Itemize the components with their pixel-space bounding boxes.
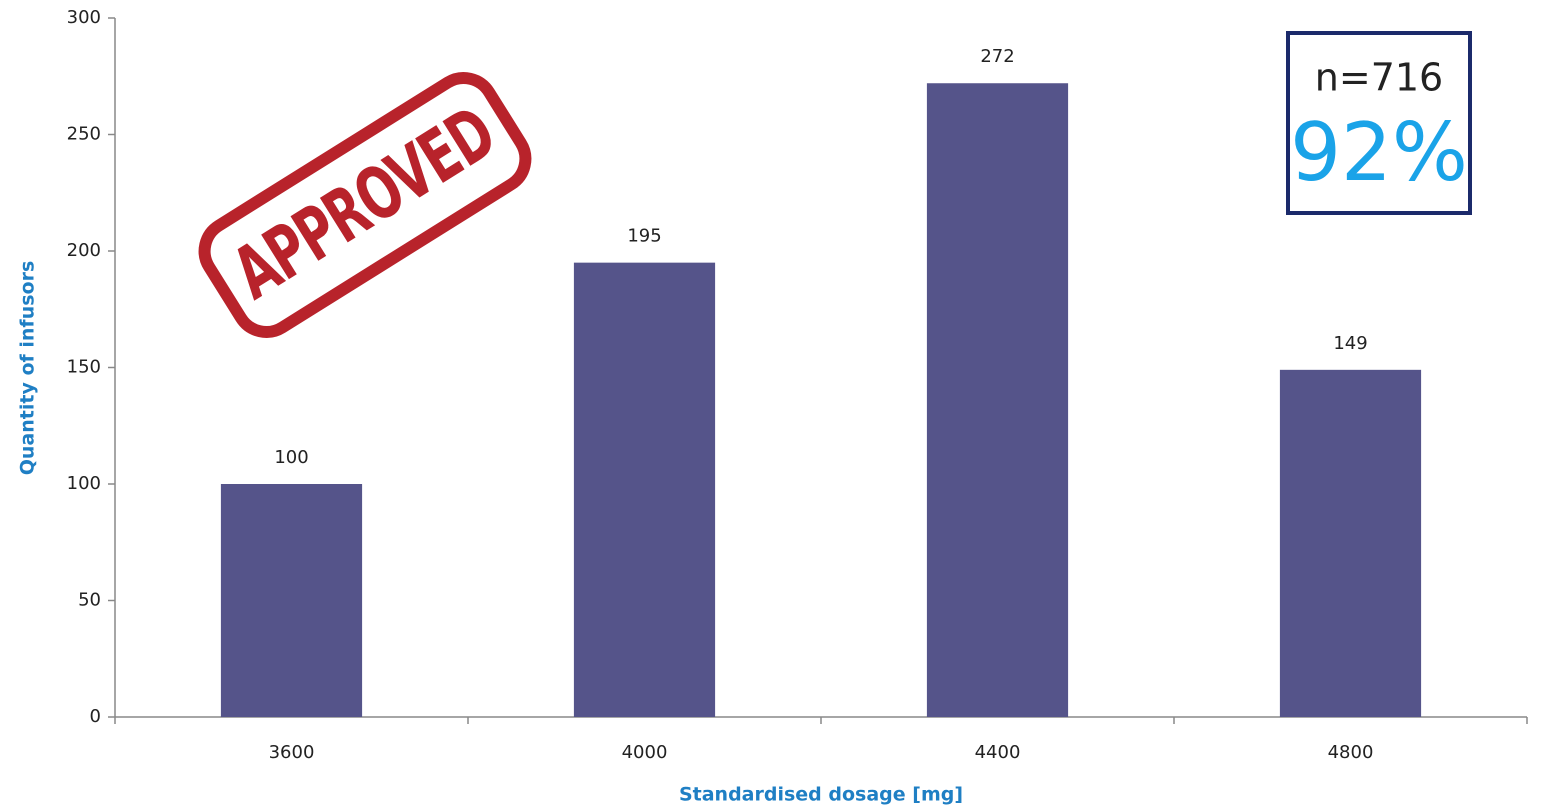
x-tick-label: 3600 bbox=[269, 742, 315, 763]
y-tick-label: 200 bbox=[67, 240, 101, 261]
y-tick-label: 250 bbox=[67, 124, 101, 145]
rate: 92% bbox=[1290, 106, 1468, 199]
y-tick-label: 150 bbox=[67, 357, 101, 378]
stamp-frame bbox=[198, 72, 532, 338]
data-label: 195 bbox=[627, 226, 661, 247]
y-tick-label: 50 bbox=[78, 590, 101, 611]
y-axis-title: Quantity of infusors bbox=[17, 261, 39, 476]
data-label: 272 bbox=[980, 46, 1014, 67]
bar bbox=[573, 262, 716, 717]
summary-box bbox=[1286, 31, 1472, 215]
data-label: 100 bbox=[274, 447, 308, 468]
y-tick-label: 100 bbox=[67, 473, 101, 494]
y-tick-label: 300 bbox=[67, 7, 101, 28]
approved-stamp: APPROVED bbox=[198, 72, 532, 338]
x-tick-label: 4800 bbox=[1328, 742, 1374, 763]
sample-size: n=716 bbox=[1315, 56, 1443, 100]
bar bbox=[926, 83, 1069, 718]
bar bbox=[220, 484, 363, 717]
y-tick-label: 0 bbox=[90, 706, 101, 727]
x-tick-label: 4000 bbox=[622, 742, 668, 763]
x-axis-title: Standardised dosage [mg] bbox=[679, 784, 963, 806]
bar bbox=[1279, 369, 1422, 717]
data-label: 149 bbox=[1333, 333, 1367, 354]
x-tick-label: 4400 bbox=[975, 742, 1021, 763]
